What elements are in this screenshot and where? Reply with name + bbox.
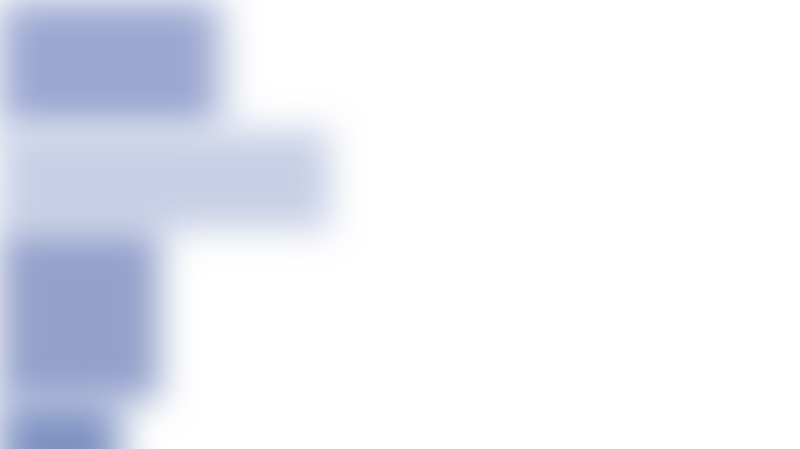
background-blur-blob	[0, 230, 160, 400]
background-blur-blob	[0, 400, 120, 449]
background-blur-blob	[0, 0, 220, 130]
background-blur-blob	[0, 130, 330, 230]
